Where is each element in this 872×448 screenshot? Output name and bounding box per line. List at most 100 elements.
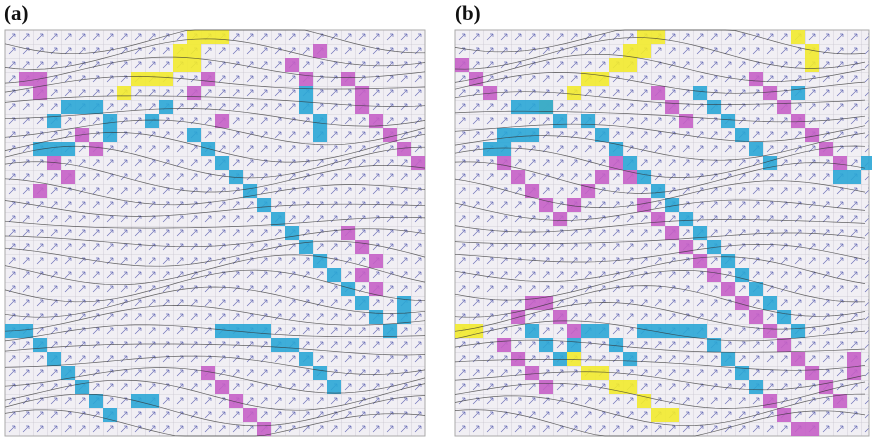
cell-yellow	[637, 44, 651, 58]
cell-blue	[257, 198, 271, 212]
cell-blue	[201, 142, 215, 156]
cell-blue	[215, 324, 229, 338]
cell-blue	[595, 128, 609, 142]
cell-blue	[383, 324, 397, 338]
cell-yellow	[595, 72, 609, 86]
cell-magenta	[847, 352, 861, 366]
cell-magenta	[355, 268, 369, 282]
cell-magenta	[33, 184, 47, 198]
cell-blue	[735, 128, 749, 142]
cell-blue	[581, 114, 595, 128]
cell-blue	[61, 142, 75, 156]
cell-blue	[833, 170, 847, 184]
cell-magenta	[257, 422, 271, 436]
cell-yellow	[651, 408, 665, 422]
cell-magenta	[791, 422, 805, 436]
cell-magenta	[89, 142, 103, 156]
page: (a) (b) (() => { const data = JSON.parse…	[0, 0, 872, 448]
cell-blue	[553, 352, 567, 366]
panel-label: (a)	[4, 1, 29, 25]
cell-blue	[525, 324, 539, 338]
cell-yellow	[567, 352, 581, 366]
cell-magenta	[665, 100, 679, 114]
cell-blue	[369, 310, 383, 324]
cell-magenta	[525, 366, 539, 380]
cell-blue	[61, 100, 75, 114]
cell-blue	[721, 352, 735, 366]
cell-magenta	[749, 72, 763, 86]
cell-magenta	[19, 72, 33, 86]
cell-blue	[679, 212, 693, 226]
cell-yellow	[567, 86, 581, 100]
cell-blue	[511, 128, 525, 142]
cell-yellow	[637, 30, 651, 44]
cell-blue	[693, 324, 707, 338]
cell-magenta	[791, 352, 805, 366]
cell-yellow	[187, 44, 201, 58]
cell-magenta	[805, 128, 819, 142]
cell-yellow	[173, 44, 187, 58]
cell-yellow	[637, 394, 651, 408]
cell-magenta	[581, 184, 595, 198]
cell-magenta	[215, 114, 229, 128]
cell-magenta	[595, 170, 609, 184]
cell-yellow	[581, 366, 595, 380]
cell-blue	[299, 86, 313, 100]
panel-b	[455, 30, 872, 436]
cell-magenta	[749, 310, 763, 324]
cell-magenta	[215, 380, 229, 394]
cell-magenta	[383, 128, 397, 142]
cell-magenta	[777, 338, 791, 352]
cell-magenta	[201, 72, 215, 86]
cell-blue	[89, 394, 103, 408]
cell-blue	[497, 128, 511, 142]
cell-blue	[791, 86, 805, 100]
cell-yellow	[145, 72, 159, 86]
cell-magenta	[651, 212, 665, 226]
cell-blue	[511, 100, 525, 114]
cell-magenta	[553, 212, 567, 226]
cell-magenta	[791, 114, 805, 128]
cell-blue	[707, 100, 721, 114]
cell-blue	[47, 142, 61, 156]
cell-blue	[271, 338, 285, 352]
cell-blue	[721, 114, 735, 128]
cell-blue	[525, 128, 539, 142]
cell-blue	[145, 114, 159, 128]
cell-yellow	[791, 30, 805, 44]
cell-blue	[693, 86, 707, 100]
cell-blue	[525, 100, 539, 114]
cell-blue	[75, 380, 89, 394]
cell-blue	[327, 268, 341, 282]
cell-magenta	[511, 170, 525, 184]
panel-a	[5, 30, 425, 436]
cell-blue	[285, 338, 299, 352]
cell-blue	[539, 100, 553, 114]
cell-magenta	[763, 324, 777, 338]
cell-blue	[553, 114, 567, 128]
cell-yellow	[609, 380, 623, 394]
cell-blue	[623, 156, 637, 170]
cell-yellow	[187, 30, 201, 44]
cell-magenta	[341, 72, 355, 86]
cell-yellow	[805, 58, 819, 72]
cell-magenta	[355, 86, 369, 100]
cell-blue	[285, 226, 299, 240]
cell-yellow	[187, 58, 201, 72]
cell-magenta	[763, 394, 777, 408]
cell-blue	[243, 324, 257, 338]
cell-blue	[313, 128, 327, 142]
cell-blue	[567, 338, 581, 352]
cell-magenta	[763, 86, 777, 100]
cell-magenta	[61, 170, 75, 184]
cell-blue	[749, 282, 763, 296]
cell-magenta	[665, 226, 679, 240]
cell-blue	[651, 184, 665, 198]
cell-yellow	[665, 408, 679, 422]
cell-magenta	[721, 282, 735, 296]
cell-magenta	[707, 268, 721, 282]
cell-magenta	[609, 156, 623, 170]
cell-yellow	[159, 72, 173, 86]
cell-magenta	[539, 380, 553, 394]
cell-blue	[497, 142, 511, 156]
